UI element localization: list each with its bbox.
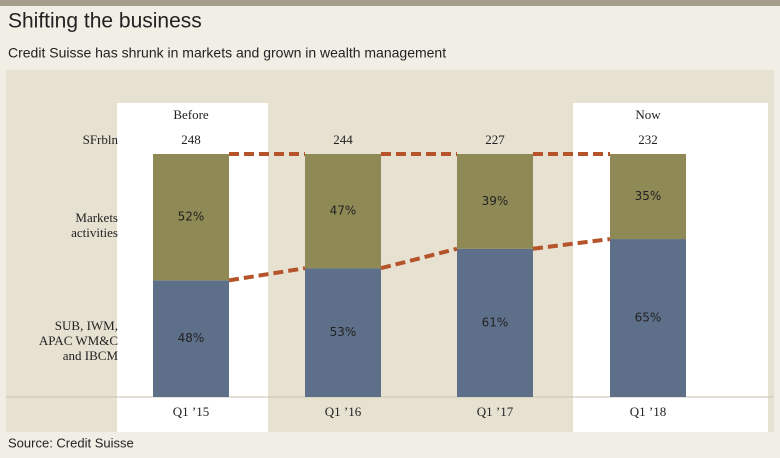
x-tick-label: Q1 ’15	[173, 404, 209, 419]
x-tick-label: Q1 ’18	[630, 404, 666, 419]
total-label: 232	[638, 132, 658, 147]
bar-segment	[610, 154, 686, 240]
legend-label: SUB, IWM, APAC WM&C and IBCM	[38, 318, 118, 363]
legend-label: Markets activities	[71, 210, 118, 240]
connector	[532, 237, 611, 251]
chart-title: Shifting the business	[8, 10, 202, 33]
value-label: 35%	[635, 189, 662, 203]
value-label: 61%	[482, 315, 509, 329]
connector	[380, 246, 458, 271]
source: Source: Credit Suisse	[8, 435, 134, 450]
totals-label: SFrbln	[83, 132, 119, 147]
bar-segment	[153, 280, 229, 397]
value-label: 65%	[635, 311, 662, 325]
total-label: 244	[333, 132, 353, 147]
bar-segment	[610, 239, 686, 397]
top-band	[0, 0, 780, 6]
total-label: 248	[181, 132, 201, 147]
value-label: 53%	[330, 325, 357, 339]
value-label: 48%	[178, 331, 205, 345]
bar-segment	[305, 268, 381, 397]
bar-segment	[305, 154, 381, 269]
value-label: 39%	[482, 194, 509, 208]
annotation: Now	[635, 107, 661, 122]
bar-segment	[457, 248, 533, 397]
connector	[228, 266, 306, 283]
bar-segment	[153, 154, 229, 281]
x-tick-label: Q1 ’16	[325, 404, 362, 419]
bar-segment	[457, 154, 533, 249]
x-tick-label: Q1 ’17	[477, 404, 514, 419]
value-label: 52%	[178, 210, 205, 224]
annotation: Before	[173, 107, 209, 122]
chart-subtitle: Credit Suisse has shrunk in markets and …	[8, 45, 446, 61]
total-label: 227	[485, 132, 505, 147]
value-label: 47%	[330, 204, 357, 218]
